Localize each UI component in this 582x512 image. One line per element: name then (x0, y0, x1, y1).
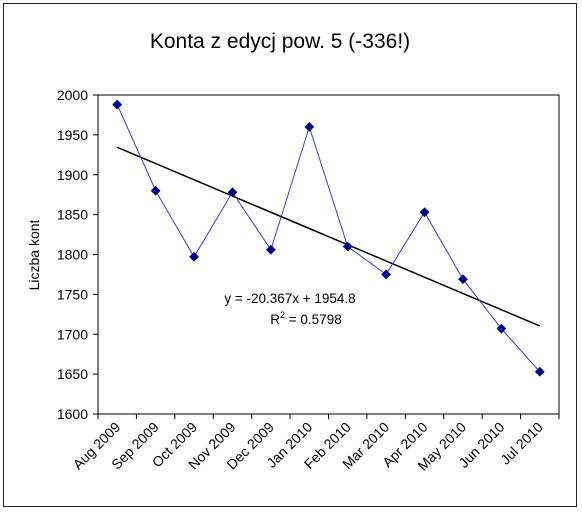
y-tick-label: 1800 (57, 247, 88, 263)
x-tick-label: Jul 2010 (497, 419, 546, 468)
series-line (116, 104, 541, 373)
y-tick-label: 1700 (57, 326, 88, 342)
data-point (342, 241, 353, 252)
r2-label-prefix: R (270, 312, 280, 327)
y-tick-label: 1750 (57, 286, 88, 302)
chart-title: Konta z edycj pow. 5 (-336!) (150, 30, 410, 53)
chart-frame (3, 3, 577, 507)
data-point (227, 187, 238, 198)
data-point (381, 269, 392, 280)
r2-label-value: = 0.5798 (285, 312, 342, 327)
data-point (112, 99, 123, 110)
data-point (534, 366, 545, 377)
data-point (458, 274, 468, 285)
y-tick-label: 1850 (57, 207, 88, 223)
data-point (265, 244, 276, 255)
data-point (150, 185, 161, 196)
y-axis-ticks: 1600 1650 1700 1750 1800 1850 1900 1950 2000 (57, 87, 98, 422)
plot-area (97, 94, 560, 415)
y-tick-label: 2000 (57, 87, 88, 103)
data-point (189, 251, 199, 262)
y-tick-label: 1600 (57, 406, 88, 422)
y-tick-label: 1650 (57, 366, 88, 382)
y-axis-label: Liczba kont (26, 219, 42, 290)
y-tick-label: 1900 (57, 167, 88, 183)
y-tick-label: 1950 (57, 127, 88, 143)
series-group (112, 99, 545, 377)
data-point (304, 121, 315, 132)
r2-label-superscript: 2 (280, 310, 285, 320)
trendline (116, 146, 541, 327)
trendline-r2-label: R2 = 0.5798 (270, 310, 341, 327)
data-point (419, 207, 430, 218)
data-point (496, 323, 507, 334)
trendline-equation-label: y = -20.367x + 1954.8 (224, 291, 355, 306)
